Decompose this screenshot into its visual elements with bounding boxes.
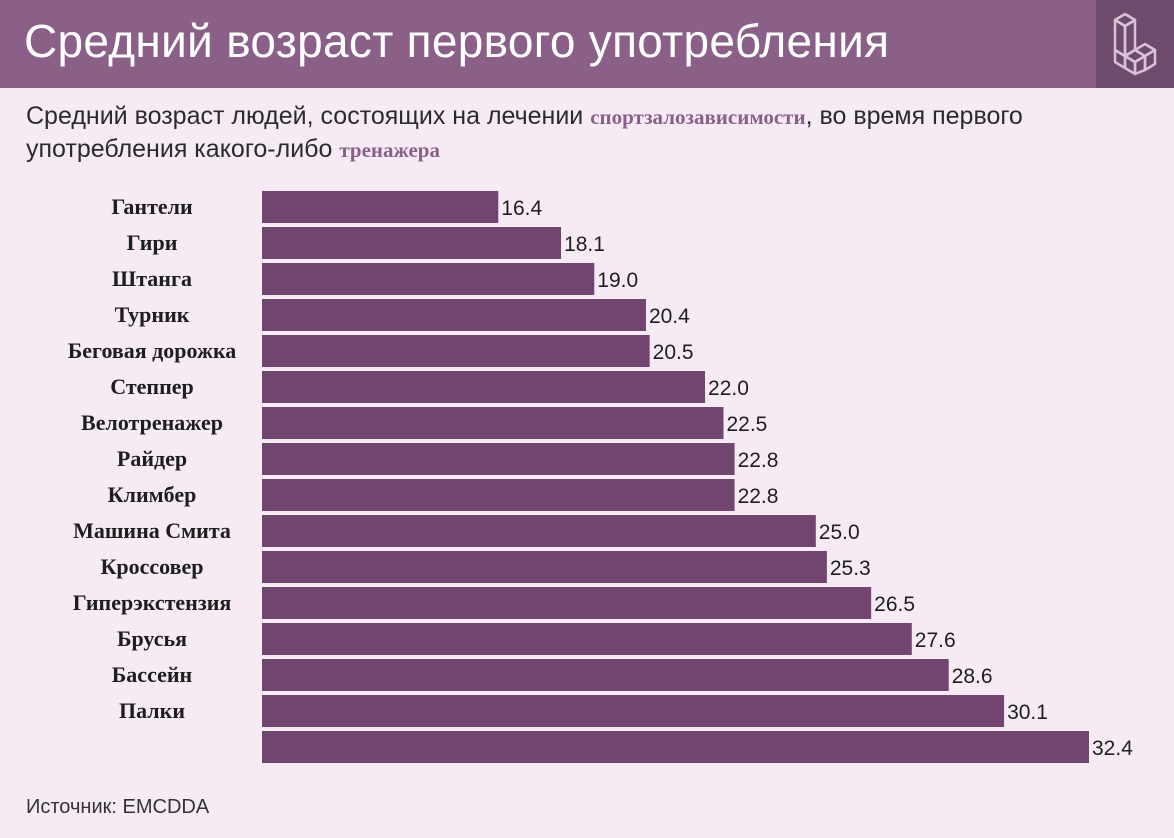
bar-4 [262,299,646,331]
value-label: 22.5 [726,413,767,436]
value-label: 25.3 [830,557,871,580]
bar-15 [262,695,1005,727]
source-note: Источник: EMCDDA [26,796,210,818]
value-label: 18.1 [564,233,605,256]
value-label: 20.5 [653,341,694,364]
value-label: 20.4 [649,305,690,328]
value-label: 27.6 [915,629,956,652]
bar-2 [262,227,562,259]
category-label: Гири [127,230,178,255]
value-label: 19.0 [597,269,638,292]
bar-16 [262,731,1089,763]
bar-12 [262,587,872,619]
category-label: Турник [115,302,190,327]
header-bar: Средний возраст первого употребления [0,0,1174,88]
category-label: Брусья [117,626,187,651]
bar-6 [262,371,706,403]
value-label: 30.1 [1007,701,1048,724]
bar-3 [262,263,595,295]
value-label: 32.4 [1092,737,1133,760]
bar-5 [262,335,650,367]
value-label: 25.0 [819,521,860,544]
bar-13 [262,623,912,655]
value-label: 16.4 [501,197,542,220]
bar-8 [262,443,735,475]
category-label: Штанга [112,266,192,291]
cube-stack-logo-icon [1113,12,1157,76]
value-label: 22.8 [738,485,779,508]
subtitle-highlight-1: спортзалозависимости [590,105,806,129]
subtitle-highlight-2: тренажера [339,138,440,162]
bar-10 [262,515,816,547]
logo [1096,0,1174,88]
bar-1 [262,191,499,223]
bar-14 [262,659,949,691]
category-label: Бассейн [112,662,193,687]
bar-7 [262,407,724,439]
category-label: Беговая дорожка [68,338,237,363]
category-label: Райдер [117,446,187,471]
subtitle-text-1: Средний возраст людей, состоящих на лече… [26,102,591,130]
bar-11 [262,551,827,583]
bar-9 [262,479,735,511]
category-label: Гиперэкстензия [73,590,232,615]
category-label: Степпер [110,374,194,399]
value-label: 26.5 [874,593,915,616]
subtitle-text-2: , во время первого употребления какого-л… [26,102,1023,163]
value-label: 22.0 [708,377,749,400]
chart-subtitle: Средний возраст людей, состоящих на лече… [26,100,1106,166]
category-label: Кроссовер [100,554,203,579]
category-label: Гантели [111,194,193,219]
category-label: Климбер [108,482,197,507]
category-label: Машина Смита [73,518,231,543]
value-label: 28.6 [952,665,993,688]
category-label: Палки [119,698,185,723]
category-label: Велотренажер [81,410,223,435]
page-title: Средний возраст первого употребления [24,15,890,67]
value-label: 22.8 [738,449,779,472]
